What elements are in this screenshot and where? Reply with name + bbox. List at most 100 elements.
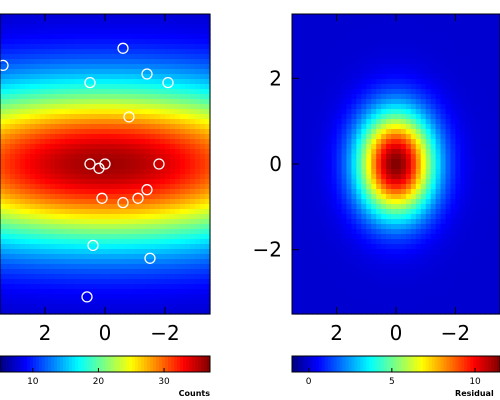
heatmap-cell [185,224,191,230]
heatmap-cell [190,34,196,40]
heatmap-cell [445,174,452,180]
heatmap-cell [70,164,76,170]
heatmap-cell [90,199,96,205]
heatmap-cell [110,259,116,265]
heatmap-cell [296,39,303,45]
heatmap-cell [60,159,66,165]
heatmap-cell [155,284,161,290]
heatmap-cell [55,179,61,185]
heatmap-cell [292,129,298,135]
heatmap-cell [150,104,156,110]
heatmap-cell [75,144,81,150]
heatmap-cell [430,194,437,200]
heatmap-cell [316,239,323,245]
heatmap-cell [296,144,303,150]
heatmap-cell [0,264,6,270]
heatmap-cell [5,289,11,295]
heatmap-cell [170,289,176,295]
heatmap-cell [180,84,186,90]
heatmap-cell [50,219,56,225]
heatmap-cell [150,199,156,205]
heatmap-cell [381,154,387,160]
heatmap-cell [450,199,457,205]
heatmap-cell [140,99,146,105]
heatmap-cell [95,59,101,65]
heatmap-cell [30,49,36,55]
heatmap-cell [120,294,126,300]
colorbar-segment [24,356,28,372]
heatmap-cell [435,229,442,235]
heatmap-cell [400,19,407,25]
heatmap-cell [391,304,397,310]
heatmap-cell [190,59,196,65]
heatmap-cell [351,184,357,190]
heatmap-cell [180,289,186,295]
heatmap-cell [306,19,313,25]
heatmap-cell [0,184,6,190]
heatmap-cell [465,114,471,120]
heatmap-cell [405,264,412,270]
heatmap-cell [125,294,131,300]
heatmap-cell [0,189,6,195]
heatmap-cell [336,234,343,240]
heatmap-cell [55,19,61,25]
heatmap-cell [110,124,116,130]
heatmap-cell [70,119,76,125]
heatmap-cell [376,34,382,40]
heatmap-cell [311,279,318,285]
heatmap-cell [306,209,313,215]
heatmap-cell [420,79,427,85]
heatmap-cell [85,54,91,60]
heatmap-cell [190,29,196,35]
heatmap-cell [20,179,26,185]
heatmap-cell [25,39,31,45]
heatmap-cell [435,254,442,260]
heatmap-cell [145,204,151,210]
heatmap-cell [40,214,46,220]
heatmap-cell [150,89,156,95]
heatmap-cell [60,204,66,210]
heatmap-cell [130,79,136,85]
heatmap-cell [90,149,96,155]
heatmap-cell [30,154,36,160]
heatmap-cell [440,279,447,285]
heatmap-cell [306,274,313,280]
heatmap-cell [70,24,76,30]
heatmap-cell [391,119,397,125]
heatmap-cell [336,119,343,125]
heatmap-cell [100,74,106,80]
heatmap-cell [386,204,392,210]
heatmap-cell [445,64,452,70]
heatmap-cell [435,94,442,100]
heatmap-cell [85,234,91,240]
heatmap-cell [351,304,357,310]
heatmap-cell [170,49,176,55]
heatmap-cell [55,184,61,190]
heatmap-cell [361,99,367,105]
heatmap-cell [371,179,377,185]
heatmap-cell [450,214,457,220]
heatmap-cell [455,159,461,165]
heatmap-cell [455,164,461,170]
heatmap-cell [301,244,308,250]
heatmap-cell [425,19,432,25]
heatmap-cell [80,264,86,270]
heatmap-cell [296,184,303,190]
heatmap-cell [341,149,348,155]
colorbar-segment [60,356,64,372]
heatmap-cell [405,54,412,60]
heatmap-cell [336,134,343,140]
heatmap-cell [455,79,461,85]
heatmap-cell [396,89,402,95]
heatmap-cell [95,219,101,225]
heatmap-cell [311,179,318,185]
heatmap-cell [376,189,382,195]
heatmap-cell [185,44,191,50]
heatmap-cell [145,264,151,270]
heatmap-cell [145,29,151,35]
heatmap-cell [10,174,16,180]
heatmap-cell [20,279,26,285]
heatmap-cell [465,44,471,50]
heatmap-cell [85,199,91,205]
heatmap-cell [110,299,116,305]
